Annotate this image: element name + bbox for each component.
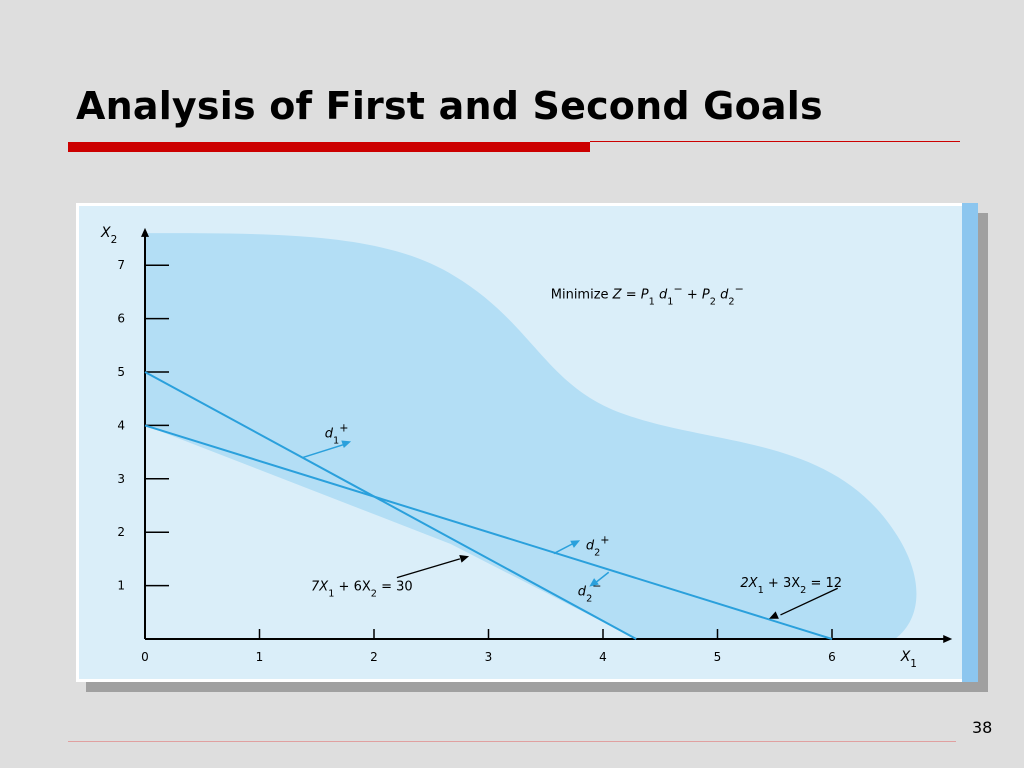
- x-tick-label: 0: [141, 650, 149, 664]
- y-tick-label: 1: [117, 579, 125, 593]
- equation-1-pointer: [396, 558, 461, 579]
- figure-edge: [962, 203, 978, 682]
- d2-minus-arrowhead: [589, 578, 599, 587]
- x-tick-label: 6: [828, 650, 836, 664]
- d2-plus-arrow-shaft: [553, 542, 575, 555]
- x-tick-label: 1: [256, 650, 264, 664]
- y-tick-label: 2: [117, 525, 125, 539]
- equation-label-1: 7X1 + 6X2 = 30: [311, 580, 413, 600]
- x-tick-label: 3: [485, 650, 493, 664]
- x-tick-label: 2: [370, 650, 378, 664]
- equation-label-2: 2X1 + 3X2 = 12: [740, 576, 842, 596]
- y-tick-label: 7: [117, 258, 125, 272]
- equation-2-pointer: [780, 587, 838, 616]
- d2-plus-label: d2+: [586, 533, 610, 558]
- y-tick-label: 5: [117, 365, 125, 379]
- d1-plus-arrow-shaft: [302, 443, 346, 459]
- equation-1-arrowhead: [459, 554, 470, 563]
- y-tick-label: 3: [117, 472, 125, 486]
- footer-divider: [68, 741, 956, 742]
- d2-minus-label: d2−: [578, 579, 602, 604]
- title-underline-thick: [68, 142, 590, 152]
- d2-plus-arrowhead: [570, 540, 581, 548]
- y-axis-label: X2: [100, 225, 117, 246]
- d1-plus-arrowhead: [341, 440, 352, 449]
- y-axis-arrow: [141, 227, 149, 237]
- figure-panel: 0 1 2 3 4 5 6 1 2 3 4 5 6 7 X2 X1 7X1 + 6X2 = 30 2X1 + 3X…: [76, 203, 978, 682]
- page-number: 38: [972, 718, 993, 737]
- x-tick-label: 4: [599, 650, 607, 664]
- slide-title: Analysis of First and Second Goals: [76, 84, 823, 128]
- goal-programming-chart: 0 1 2 3 4 5 6 1 2 3 4 5 6 7X2 X1 7X1 + 6X2 = 30 2X1 + 3X…: [100, 225, 953, 670]
- y-tick-label: 4: [117, 418, 125, 432]
- objective-function: Minimize Z = P1 d1− + P2 d2−: [551, 282, 744, 307]
- y-tick-label: 6: [117, 312, 125, 326]
- constraint-line-2: [144, 424, 833, 640]
- x-axis-arrow: [943, 635, 953, 643]
- equation-2-arrowhead: [769, 611, 779, 619]
- x-axis-label: X1: [900, 649, 917, 670]
- title-underline-thin: [590, 141, 960, 142]
- d1-plus-label: d1+: [325, 421, 349, 446]
- x-tick-label: 5: [714, 650, 722, 664]
- unshaded-region: [145, 425, 637, 639]
- constraint-line-1: [144, 371, 637, 640]
